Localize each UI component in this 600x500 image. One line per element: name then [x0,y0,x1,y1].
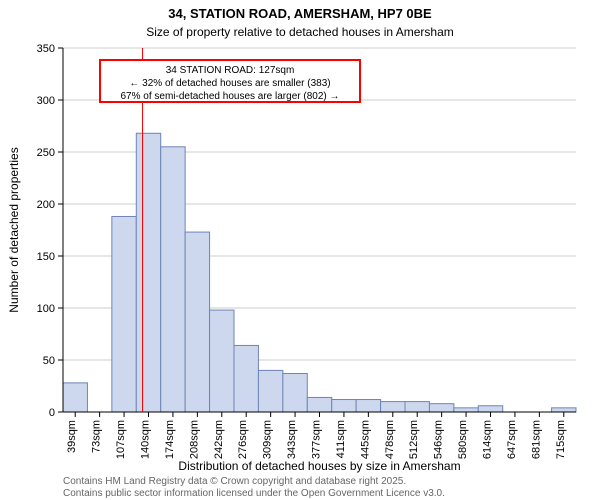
annotation-line: 67% of semi-detached houses are larger (… [120,91,339,102]
annotation-line: ← 32% of detached houses are smaller (38… [129,78,330,89]
x-tick-label: 411sqm [335,420,347,458]
y-tick-label: 300 [37,95,55,107]
bar [210,310,234,412]
annotation-line: 34 STATION ROAD: 127sqm [166,65,295,76]
bar [258,370,282,412]
x-tick-label: 39sqm [66,420,78,453]
x-tick-label: 580sqm [457,420,469,459]
x-axis-label: Distribution of detached houses by size … [178,459,460,473]
x-tick-label: 715sqm [555,420,567,459]
x-tick-label: 309sqm [262,420,274,459]
bar [283,374,307,412]
x-tick-label: 546sqm [433,420,445,459]
chart-title-2: Size of property relative to detached ho… [146,25,454,39]
bar [63,383,87,412]
x-tick-label: 208sqm [188,420,200,459]
x-tick-label: 242sqm [213,420,225,459]
y-tick-label: 50 [43,355,55,367]
bar [381,402,405,412]
y-tick-label: 250 [37,147,55,159]
x-tick-label: 478sqm [384,420,396,459]
x-tick-label: 377sqm [311,420,323,459]
x-tick-label: 681sqm [530,420,542,459]
bar [185,232,209,412]
chart-title-1: 34, STATION ROAD, AMERSHAM, HP7 0BE [168,6,432,21]
x-tick-label: 343sqm [286,420,298,459]
y-tick-label: 150 [37,251,55,263]
y-tick-label: 0 [49,407,55,419]
x-tick-label: 647sqm [506,420,518,459]
x-tick-label: 140sqm [140,420,152,459]
bar [234,345,258,412]
histogram-chart: 34, STATION ROAD, AMERSHAM, HP7 0BE Size … [0,0,600,500]
y-axis-label: Number of detached properties [7,147,21,312]
footer-line-1: Contains HM Land Registry data © Crown c… [63,476,406,487]
y-tick-label: 100 [37,303,55,315]
x-tick-label: 73sqm [91,420,103,453]
bar [356,400,380,412]
bar [307,397,331,412]
y-tick-label: 350 [37,43,55,55]
bar [136,133,160,412]
x-tick-label: 276sqm [237,420,249,459]
x-tick-label: 107sqm [115,420,127,459]
footer-line-2: Contains public sector information licen… [63,488,445,499]
bar [112,216,136,412]
bar [552,408,576,412]
bar [332,400,356,412]
y-tick-label: 200 [37,199,55,211]
x-tick-label: 445sqm [359,420,371,459]
x-tick-label: 174sqm [164,420,176,459]
bar [161,147,185,412]
x-tick-label: 614sqm [482,420,494,459]
bar [405,402,429,412]
x-tick-label: 512sqm [408,420,420,459]
bar [478,406,502,412]
bar [429,404,453,412]
bar [454,408,478,412]
